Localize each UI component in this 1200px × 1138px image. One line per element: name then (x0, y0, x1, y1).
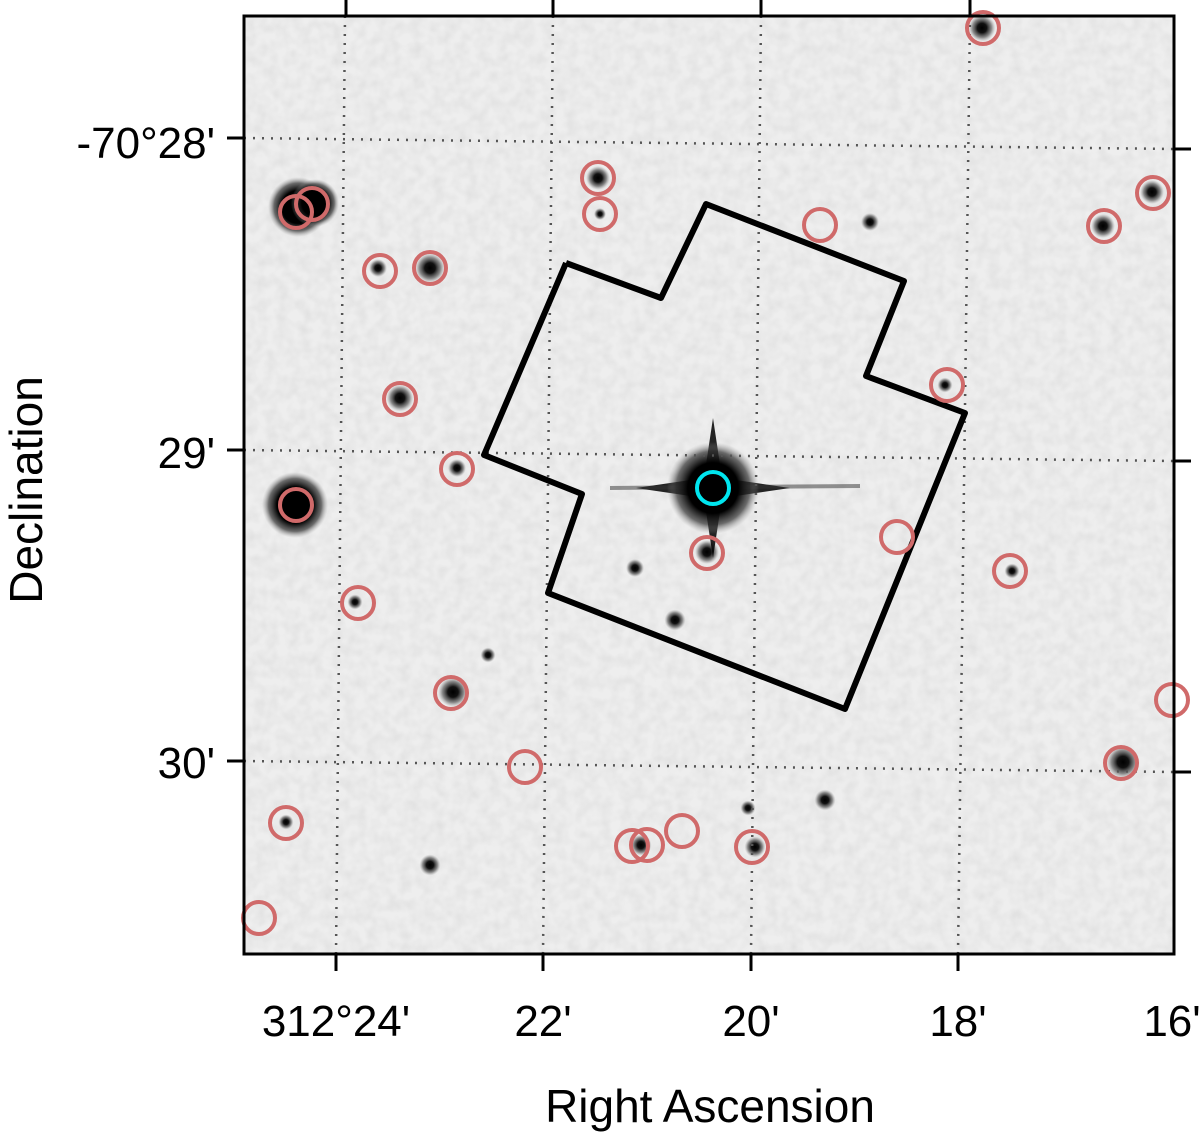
grid-line-vertical (334, 16, 347, 954)
star (586, 166, 610, 190)
stars-layer (262, 16, 1164, 876)
coordinate-grid (244, 16, 1174, 954)
catalog-marker (507, 749, 543, 785)
catalog-marker (664, 813, 700, 849)
star (1091, 214, 1115, 238)
star (1140, 180, 1164, 204)
star (968, 16, 996, 42)
star (278, 814, 294, 830)
star (814, 789, 836, 811)
star (1004, 563, 1020, 579)
star (744, 836, 766, 858)
star (347, 594, 363, 610)
catalog-marker (1103, 745, 1139, 781)
catalog-marker (580, 160, 616, 196)
star (419, 854, 441, 876)
grid-line-vertical (749, 16, 763, 954)
catalog-marker (689, 535, 725, 571)
sky-image (244, 16, 1174, 954)
plot-frame (242, 14, 1176, 956)
grid-line-horizontal (244, 136, 1174, 151)
grid-line-horizontal (244, 759, 1174, 774)
catalog-marker (433, 675, 469, 711)
catalog-marker (362, 253, 398, 289)
star (415, 253, 445, 283)
star (386, 384, 414, 412)
catalog-marker (268, 805, 304, 841)
y-tick-label: 30' (158, 739, 215, 788)
grid-line-horizontal (244, 448, 1174, 463)
x-tick-label: 20' (722, 997, 779, 1046)
x-tick-label: 312°24' (262, 997, 410, 1046)
star (626, 559, 644, 577)
catalog-marker (1135, 175, 1171, 211)
footprint-polygon (481, 201, 968, 712)
star (740, 800, 756, 816)
x-tick-label: 18' (929, 997, 986, 1046)
y-axis-title: Declination (0, 376, 52, 604)
target-marker (695, 470, 731, 506)
star (438, 677, 468, 707)
catalog-marker (879, 519, 915, 555)
catalog-marker (614, 828, 650, 864)
axis-ticks (227, 0, 1191, 971)
bright-star-core (667, 442, 759, 534)
catalog-marker (412, 250, 448, 286)
grid-line-vertical (541, 16, 555, 954)
star (594, 208, 606, 220)
x-axis-title: Right Ascension (545, 1080, 875, 1132)
catalog-marker (1154, 682, 1190, 718)
catalog-marker (294, 186, 330, 222)
star (480, 647, 496, 663)
catalog-marker (278, 487, 314, 523)
x-tick-label: 16' (1143, 997, 1200, 1046)
catalog-marker (382, 381, 418, 417)
catalog-marker (965, 10, 1001, 46)
star (448, 459, 466, 477)
catalog-markers (241, 10, 1190, 936)
x-tick-labels: 312°24' 22' 20' 18' 16' (262, 997, 1200, 1046)
catalog-marker (340, 585, 376, 621)
catalog-marker (929, 367, 965, 403)
catalog-marker (802, 207, 838, 243)
y-tick-label: 29' (158, 429, 215, 478)
catalog-marker (629, 827, 665, 863)
star (861, 213, 879, 231)
star (369, 259, 387, 277)
star (695, 540, 719, 564)
star (937, 377, 953, 393)
star (262, 472, 328, 538)
y-tick-labels: -70°28' 29' 30' (76, 119, 215, 788)
catalog-marker (582, 196, 618, 232)
star (1106, 745, 1140, 779)
catalog-marker (439, 451, 475, 487)
star (664, 609, 686, 631)
x-tick-label: 22' (514, 997, 571, 1046)
catalog-marker (734, 829, 770, 865)
catalog-marker (1086, 208, 1122, 244)
y-tick-label: -70°28' (76, 119, 215, 168)
grid-line-vertical (956, 16, 972, 954)
catalog-marker (992, 553, 1028, 589)
